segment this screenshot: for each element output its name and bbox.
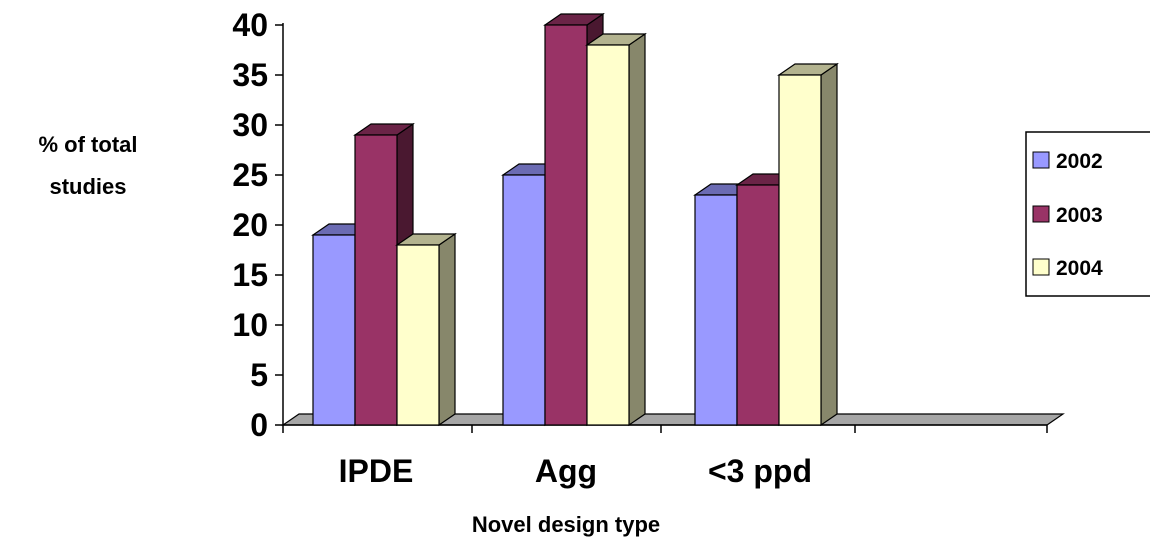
bar-front-face (396, 244, 440, 426)
legend-label-2004: 2004 (1056, 257, 1103, 280)
bar-front-face (312, 234, 356, 426)
legend-label-2003: 2003 (1056, 204, 1103, 227)
legend-label-2002: 2002 (1056, 150, 1103, 173)
bar-front-face (544, 24, 588, 426)
legend-swatch-2004 (1032, 258, 1050, 276)
legend-swatch-2002 (1032, 151, 1050, 169)
chart-bars (311, 12, 839, 427)
bar-side-face (820, 62, 838, 427)
bar-2004-Agg (585, 32, 647, 427)
y-tick-label: 35 (232, 57, 268, 93)
y-tick-label: 25 (232, 157, 268, 193)
bar-front-face (586, 44, 630, 426)
bar-front-face (778, 74, 822, 426)
y-tick-label: 30 (232, 107, 268, 143)
bar-side-face (438, 232, 456, 427)
bar-front-face (502, 174, 546, 426)
y-axis-title-line-2: studies (49, 174, 126, 199)
bar-2004-<3 ppd (777, 62, 839, 427)
category-label-2: <3 ppd (708, 453, 812, 489)
legend-swatch-2003 (1032, 205, 1050, 223)
x-axis-categories: IPDE Agg <3 ppd (339, 453, 812, 489)
category-label-1: Agg (535, 453, 597, 489)
category-label-0: IPDE (339, 453, 414, 489)
bar-side-face (628, 32, 646, 427)
bar-2004-IPDE (395, 232, 457, 427)
legend: 2002 2003 2004 (1025, 131, 1150, 297)
y-tick-label: 5 (250, 357, 268, 393)
bar-front-face (354, 134, 398, 426)
y-tick-label: 40 (232, 7, 268, 43)
y-tick-label: 15 (232, 257, 268, 293)
y-tick-label: 0 (250, 407, 268, 443)
bar-front-face (694, 194, 738, 426)
y-axis-title-line-1: % of total (39, 132, 138, 157)
bar-front-face (736, 184, 780, 426)
y-tick-label: 10 (232, 307, 268, 343)
y-axis-ticks: 0 5 10 15 20 25 30 35 40 (232, 7, 283, 443)
y-tick-label: 20 (232, 207, 268, 243)
x-axis-title: Novel design type (472, 512, 660, 537)
